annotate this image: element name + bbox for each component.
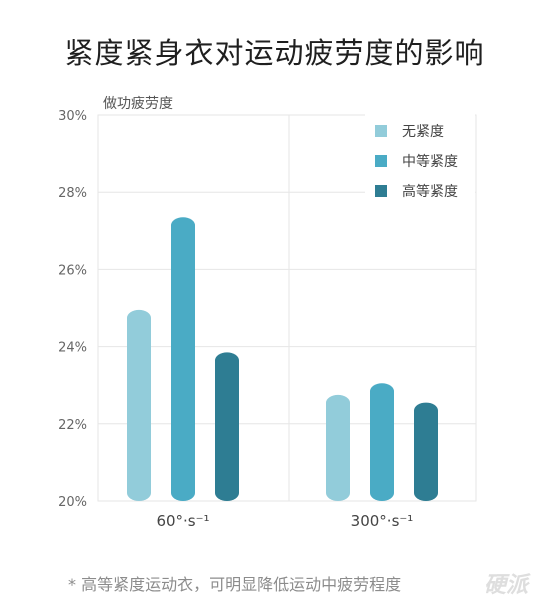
legend-swatch [375,125,387,137]
y-tick-label: 30% [58,109,87,124]
y-tick-label: 22% [58,418,87,433]
bar [370,383,394,501]
bar [215,352,239,501]
bar [414,402,438,501]
bar [127,309,151,501]
watermark-logo: 硬派 [484,573,529,598]
chart-title: 紧度紧身衣对运动疲劳度的影响 [64,36,485,70]
legend-label: 无紧度 [402,124,444,140]
bar [326,394,350,501]
footnote: * 高等紧度运动衣，可明显降低运动中疲劳程度 [68,575,402,594]
y-tick-label: 28% [58,186,87,201]
legend-swatch [375,155,387,167]
x-tick-label: 300°·s⁻¹ [351,512,414,530]
x-tick-label: 60°·s⁻¹ [156,512,209,530]
legend-label: 高等紧度 [402,183,458,200]
legend-swatch [375,185,387,197]
y-axis-label: 做功疲劳度 [103,95,173,112]
y-tick-label: 26% [58,263,87,278]
bar [171,217,195,502]
y-tick-label: 20% [58,495,87,510]
y-tick-label: 24% [58,341,87,356]
legend-label: 中等紧度 [402,153,458,170]
